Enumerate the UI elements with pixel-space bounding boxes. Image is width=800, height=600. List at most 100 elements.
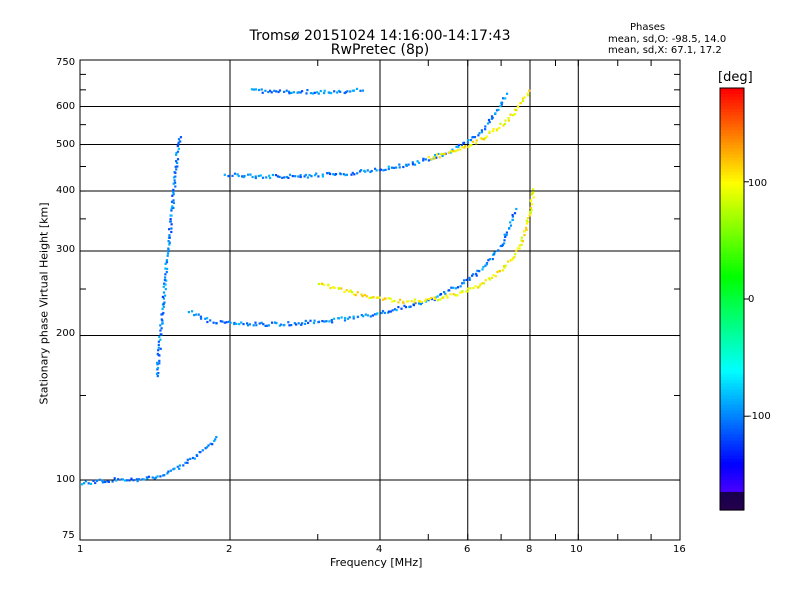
scatter-point [349,289,352,292]
scatter-point [512,114,515,117]
scatter-point [450,286,453,289]
scatter-point [487,118,491,122]
scatter-point [294,175,297,178]
scatter-point [488,278,491,281]
colorbar-segment [720,211,744,216]
scatter-point [407,163,410,166]
scatter-point [382,298,385,301]
scatter-point [329,287,332,290]
scatter-point [513,108,517,111]
scatter-point [504,97,507,100]
colorbar-segment [720,497,744,502]
scatter-point [291,175,294,178]
scatter-point [482,282,485,285]
scatter-point [482,266,485,269]
scatter-point [215,436,218,439]
scatter-point [215,322,218,325]
scatter-point [236,173,239,176]
scatter-point [475,274,478,277]
scatter-point [287,90,291,93]
scatter-point [503,266,506,269]
chart-title: Tromsø 20151024 14:16:00-14:17:43 [249,28,511,44]
scatter-point [155,372,159,375]
colorbar-segment [720,341,744,345]
scatter-point [111,480,114,483]
colorbar-segment [720,368,744,372]
scatter-point [87,482,90,485]
colorbar-segment [720,259,744,264]
scatter-point [163,279,166,282]
scatter-point [332,173,335,176]
scatter-point [176,158,180,161]
scatter-point [115,479,118,482]
colorbar-segment [720,419,744,424]
scatter-point [526,92,529,95]
colorbar-segment [720,268,744,273]
scatter-point [242,323,245,326]
scatter-point [351,171,354,174]
scatter-point [520,243,523,246]
scatter-point [519,101,522,105]
colorbar-segment [720,226,744,231]
scatter-point [527,94,530,97]
scatter-point [254,176,257,180]
scatter-point [92,479,95,482]
scatter-point [121,478,124,481]
scatter-point [407,300,410,303]
scatter-point [503,233,506,236]
scatter-point [260,321,263,324]
scatter-point [299,91,302,94]
scatter-point [170,200,174,203]
colorbar-segment [720,386,744,391]
scatter-point [343,290,346,294]
scatter-point [261,91,264,94]
scatter-point [299,174,302,177]
scatter-point [157,343,160,346]
scatter-point [336,91,339,94]
scatter-point [197,313,200,316]
colorbar-segment [720,196,744,201]
scatter-point [186,461,189,464]
colorbar-segment [720,91,744,95]
scatter-point [392,166,396,169]
scatter-point [283,90,286,93]
scatter-point [360,293,363,296]
scatter-point [455,145,458,148]
scatter-point [411,163,415,166]
scatter-point [301,90,304,93]
scatter-point [184,461,187,464]
scatter-point [107,480,110,483]
scatter-point [504,235,507,238]
scatter-point [306,176,309,179]
scatter-point [240,321,243,324]
scatter-point [247,324,250,327]
scatter-point [376,312,379,315]
scatter-point [427,298,430,301]
colorbar-segment [720,482,744,487]
colorbar-segment [720,398,744,403]
scatter-point [156,361,159,364]
scatter-point [177,143,180,146]
scatter-point [156,366,160,370]
scatter-point [445,294,448,297]
scatter-point [172,188,175,191]
scatter-point [321,282,324,285]
scatter-point [334,173,338,176]
scatter-point [174,171,177,174]
scatter-point [520,236,523,239]
scatter-point [359,89,362,92]
colorbar-segment [720,317,744,321]
scatter-point [332,317,336,320]
colorbar-segment [720,314,744,318]
scatter-point [299,175,302,179]
scatter-point [162,291,166,294]
scatter-point [509,221,512,224]
colorbar-segment [720,133,744,137]
scatter-point [374,167,377,170]
scatter-point [515,109,518,112]
scatter-point [250,88,253,91]
scatter-point [472,273,475,276]
colorbar-segment [720,464,744,469]
scatter-point [285,89,288,92]
scatter-point [397,306,400,309]
